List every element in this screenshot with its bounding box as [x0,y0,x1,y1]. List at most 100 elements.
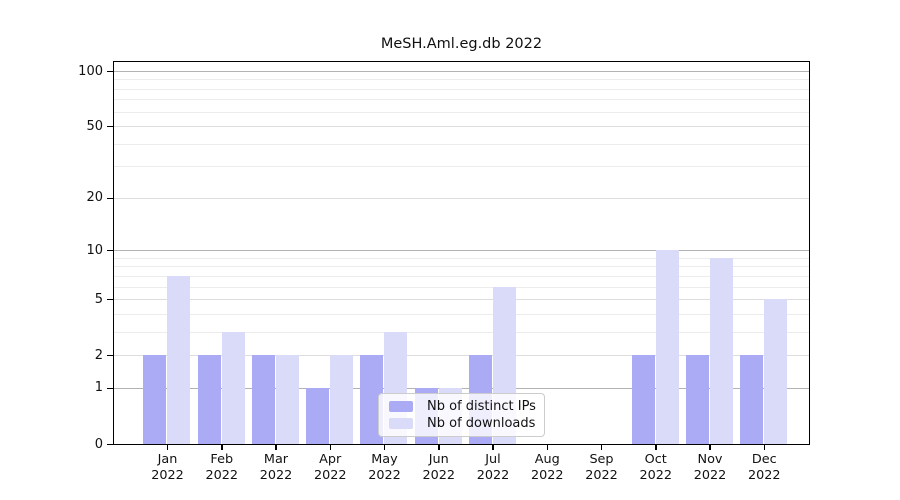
gridline-major [114,70,809,72]
x-tick-year: 2022 [585,467,618,483]
x-tick-mark-apr [329,445,331,450]
gridline-minor [114,143,809,145]
x-tick-mark-dec [763,445,765,450]
x-tick-mark-mar [275,445,277,450]
x-tick-mark-jan [166,445,169,450]
bar-distinct-ips-jan [143,355,167,444]
x-tick-year: 2022 [639,467,673,483]
x-tick-month: Mar [263,452,289,467]
gridline-major [114,250,809,252]
x-tick-month: Aug [534,452,560,467]
gridline-minor [114,111,809,113]
y-tick-label-5: 5 [94,291,103,307]
x-tick-month: Oct [644,452,667,467]
x-tick-year: 2022 [693,467,727,483]
gridline-minor [114,79,809,81]
x-tick-label-sep: Sep 2022 [570,452,634,483]
legend-label-distinct-ips: Nb of distinct IPs [427,398,536,414]
x-tick-mark-aug [546,445,548,450]
gridline-minor [114,331,809,333]
x-tick-label-may: May 2022 [353,452,417,483]
x-tick-year: 2022 [422,467,456,483]
x-tick-year: 2022 [205,467,239,483]
x-tick-label-jun: Jun 2022 [407,452,471,483]
gridline-mid [114,299,809,301]
x-tick-label-jan: Jan 2022 [136,452,200,483]
legend-swatch-downloads [389,418,413,430]
y-tick-mark-5 [107,298,113,301]
x-tick-label-aug: Aug 2022 [515,452,579,483]
y-tick-label-1: 1 [94,380,103,396]
bar-downloads-apr [330,355,354,444]
y-tick-label-50: 50 [86,118,103,134]
bar-downloads-jan [167,275,191,444]
gridline-mid [114,126,809,128]
bar-downloads-oct [655,250,679,444]
bar-downloads-dec [764,299,788,444]
x-tick-year: 2022 [530,467,564,483]
bar-distinct-ips-nov [685,355,709,444]
y-tick-mark-2 [107,354,113,357]
x-tick-year: 2022 [313,467,347,483]
gridline-minor [114,166,809,168]
x-tick-mark-oct [655,445,657,450]
y-tick-mark-50 [107,125,113,128]
bar-distinct-ips-oct [631,355,655,444]
y-tick-mark-20 [107,197,113,200]
x-tick-label-feb: Feb 2022 [190,452,254,483]
y-tick-mark-100 [107,70,113,73]
x-tick-year: 2022 [151,467,184,483]
x-tick-year: 2022 [747,467,781,483]
gridline-mid [114,355,809,357]
legend-item-downloads: Nb of downloads [387,416,536,431]
plot-area [113,61,810,445]
gridline-minor [114,313,809,315]
legend: Nb of distinct IPs Nb of downloads [378,393,545,437]
gridline-minor [114,99,809,101]
chart-title: MeSH.Aml.eg.db 2022 [380,36,543,52]
bar-downloads-feb [221,331,245,444]
x-tick-year: 2022 [259,467,293,483]
y-tick-label-100: 100 [78,63,103,79]
x-tick-month: Sep [589,452,614,467]
x-tick-mark-feb [221,445,223,450]
x-tick-label-apr: Apr 2022 [298,452,362,483]
x-tick-month: Jun [428,452,449,467]
bar-distinct-ips-mar [251,355,275,444]
x-tick-mark-jun [438,445,440,450]
bar-distinct-ips-may [360,355,384,444]
x-tick-mark-may [383,445,386,450]
gridline-minor [114,275,809,277]
x-tick-month: Apr [319,452,342,467]
y-tick-mark-10 [107,249,113,252]
gridline-minor [114,286,809,288]
y-tick-label-0: 0 [94,436,103,452]
legend-swatch-distinct-ips [389,400,413,412]
x-tick-month: Dec [751,452,777,467]
bar-distinct-ips-apr [306,387,330,444]
y-tick-label-10: 10 [86,242,103,258]
x-tick-mark-jul [492,445,494,450]
y-tick-mark-1 [107,387,113,390]
gridline-mid [114,197,809,199]
bar-distinct-ips-feb [197,355,221,444]
x-tick-month: Jul [485,452,501,467]
x-tick-label-dec: Dec 2022 [732,452,796,483]
y-tick-label-20: 20 [86,190,103,206]
gridline-minor [114,266,809,268]
x-tick-label-jul: Jul 2022 [461,452,525,483]
x-tick-month: Nov [697,452,723,467]
x-tick-mark-nov [709,445,711,450]
x-tick-label-oct: Oct 2022 [624,452,688,483]
x-tick-year: 2022 [476,467,510,483]
x-tick-mark-sep [600,445,603,450]
gridline-minor [114,88,809,90]
x-tick-month: Jan [157,452,178,467]
bar-downloads-nov [709,257,733,444]
x-tick-month: May [371,452,398,467]
gridline-minor [114,257,809,259]
x-tick-month: Feb [210,452,234,467]
legend-item-distinct-ips: Nb of distinct IPs [387,399,536,414]
bar-downloads-mar [275,355,299,444]
